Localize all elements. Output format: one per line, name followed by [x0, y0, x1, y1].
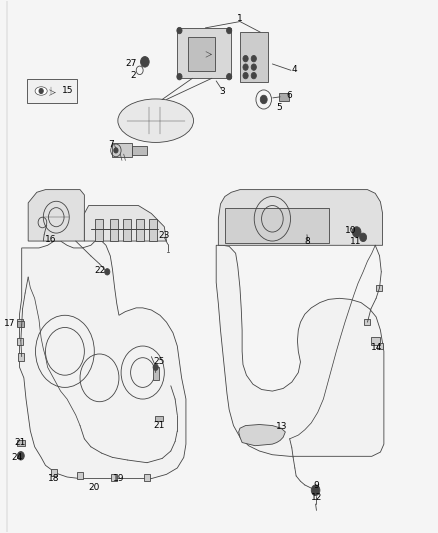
Bar — [17, 321, 24, 327]
Circle shape — [243, 55, 248, 62]
Text: 15: 15 — [62, 86, 74, 95]
Text: 3: 3 — [219, 87, 225, 96]
Bar — [177, 28, 231, 78]
Text: 16: 16 — [45, 236, 57, 245]
Circle shape — [251, 55, 256, 62]
Text: 5: 5 — [276, 103, 282, 112]
Text: 11: 11 — [350, 237, 361, 246]
Text: 1: 1 — [237, 14, 243, 23]
Bar — [27, 79, 77, 103]
Text: 20: 20 — [88, 483, 100, 492]
Text: 10: 10 — [345, 226, 357, 235]
Bar — [132, 146, 147, 155]
Text: 21: 21 — [153, 421, 164, 430]
Bar — [377, 343, 383, 349]
Bar — [18, 337, 23, 345]
Polygon shape — [239, 424, 285, 446]
Bar — [113, 143, 132, 157]
Bar — [376, 285, 382, 291]
Circle shape — [18, 451, 24, 460]
Circle shape — [352, 227, 361, 237]
Circle shape — [177, 74, 182, 80]
Circle shape — [105, 269, 110, 275]
Text: 21: 21 — [14, 438, 26, 447]
Text: 4: 4 — [292, 64, 298, 74]
Text: 13: 13 — [276, 422, 288, 431]
Bar — [155, 416, 162, 421]
Bar — [371, 337, 380, 345]
Bar — [153, 367, 159, 381]
Bar — [18, 353, 24, 361]
Ellipse shape — [35, 87, 47, 95]
Bar — [149, 219, 157, 241]
Bar — [240, 31, 268, 82]
Circle shape — [243, 64, 248, 70]
Circle shape — [226, 27, 232, 34]
Text: 27: 27 — [126, 60, 137, 68]
Text: 24: 24 — [11, 453, 22, 462]
Text: 25: 25 — [153, 358, 165, 367]
Bar — [279, 93, 289, 101]
Polygon shape — [225, 208, 328, 243]
Circle shape — [260, 95, 267, 104]
Circle shape — [251, 64, 256, 70]
Circle shape — [243, 72, 248, 79]
Polygon shape — [216, 245, 384, 456]
Bar — [18, 319, 23, 326]
Circle shape — [251, 72, 256, 79]
Bar — [188, 37, 215, 71]
Text: 6: 6 — [286, 91, 292, 100]
Bar — [95, 219, 103, 241]
Bar — [144, 474, 150, 481]
Circle shape — [311, 485, 320, 496]
Text: 12: 12 — [311, 492, 322, 502]
Text: 18: 18 — [48, 474, 60, 483]
Text: 7: 7 — [109, 140, 114, 149]
Bar — [18, 440, 25, 446]
Bar — [51, 469, 57, 476]
Text: 14: 14 — [371, 343, 383, 352]
Text: 17: 17 — [4, 319, 15, 328]
Circle shape — [153, 364, 158, 370]
Circle shape — [114, 148, 118, 153]
Circle shape — [141, 56, 149, 67]
Ellipse shape — [118, 99, 194, 142]
Text: 22: 22 — [95, 266, 106, 275]
Polygon shape — [20, 241, 186, 479]
Text: 23: 23 — [159, 231, 170, 240]
Polygon shape — [85, 206, 166, 241]
Text: 8: 8 — [304, 237, 310, 246]
Bar — [111, 474, 117, 481]
Bar — [136, 219, 144, 241]
Text: 9: 9 — [314, 481, 319, 490]
Polygon shape — [28, 190, 85, 241]
Circle shape — [226, 74, 232, 80]
Bar — [77, 472, 83, 479]
Bar — [364, 319, 370, 325]
Circle shape — [177, 27, 182, 34]
Text: 2: 2 — [131, 71, 136, 80]
Bar — [123, 219, 131, 241]
Text: 19: 19 — [113, 474, 125, 483]
Circle shape — [39, 88, 43, 94]
Polygon shape — [219, 190, 382, 245]
Bar — [110, 219, 118, 241]
Circle shape — [360, 233, 367, 241]
